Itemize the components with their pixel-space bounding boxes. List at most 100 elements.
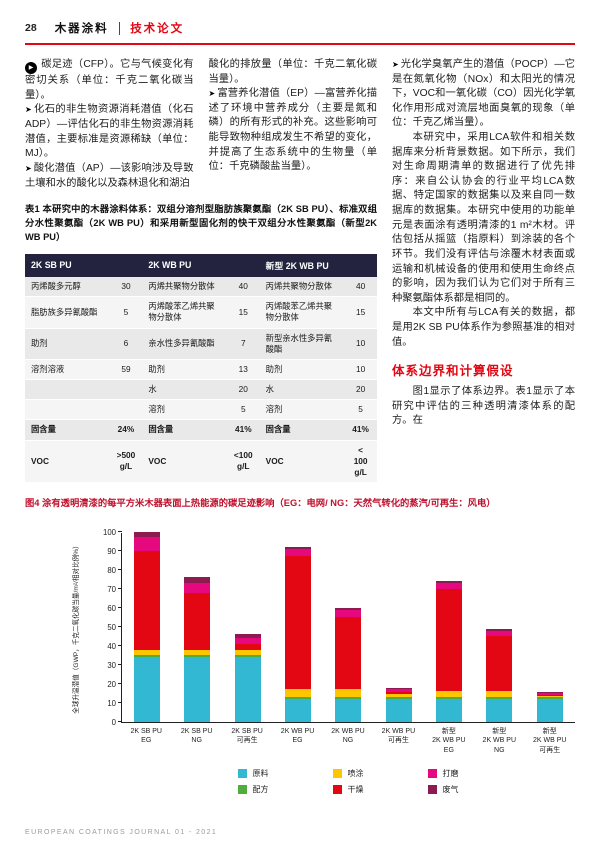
- x-axis-label: 2K WB PU EG: [272, 727, 322, 756]
- table-cell-value: 10: [344, 328, 377, 360]
- y-axis-tick-label: 20: [107, 679, 116, 689]
- table-row: 脂肪族多异氰酸酯 5 丙烯酸苯乙烯共聚物分散体 15 丙烯酸苯乙烯共聚物分散体 15: [25, 296, 377, 329]
- bar-segment-2: [184, 649, 211, 656]
- bars: [122, 531, 575, 722]
- table-row: 固含量 24% 固含量 41% 固含量 41%: [25, 419, 377, 441]
- legend-item: 干燥: [332, 784, 364, 795]
- legend-swatch: [427, 785, 437, 795]
- bar-slot: [122, 531, 172, 722]
- stacked-bar: [436, 581, 463, 722]
- x-axis-label-line: 2K SB PU: [180, 727, 213, 735]
- x-axis-label: 新型 2K WB PU 可再生: [525, 727, 575, 756]
- x-axis-label: 2K SB PU 可再生: [222, 727, 272, 756]
- table-cell-label: [25, 399, 110, 421]
- body-paragraph: ➤ 光化学臭氧产生的潜值（POCP）—它是在氮氧化物（NOx）和太阳光的情况下，V…: [392, 58, 575, 131]
- table-row: 助剂 6 亲水性多异氰酸酯 7 新型亲水性多异氰酸酯 10: [25, 328, 377, 360]
- table-cell-label: 固含量: [259, 419, 345, 441]
- bar-segment-5: [134, 531, 161, 538]
- x-axis-label-line: 2K WB PU: [482, 737, 516, 745]
- formulation-table-body: 丙烯酸多元醇 30 丙烯共聚物分散体 40 丙烯共聚物分散体 40 脂肪族多异氰酸酯 5 丙烯酸…: [25, 276, 377, 484]
- table-cell-label: 丙烯酸苯乙烯共聚物分散体: [142, 296, 227, 329]
- bar-slot: [273, 533, 323, 722]
- table-cell-label: 助剂: [25, 328, 110, 360]
- y-axis-tick-label: 60: [107, 603, 116, 613]
- body-paragraph: 图1显示了体系边界。表1显示了本研究中评估的三种透明清漆体系的配方。在: [392, 385, 575, 429]
- table-cell-value: 7: [226, 328, 260, 360]
- formulation-table: 2K SB PU 2K WB PU 新型 2K WB PU 丙烯酸多元醇 30 丙烯共聚…: [25, 253, 377, 484]
- legend-item: 废气: [427, 784, 459, 795]
- figure-4: 图4 涂有透明清漆的每平方米木器表面上热能源的碳足迹影响（EG：电网/ NG：天…: [25, 497, 575, 795]
- table-cell-value: 20: [226, 379, 260, 401]
- bar-segment-3: [486, 636, 513, 692]
- header-divider: [118, 21, 121, 35]
- text-column-2: 酸化的排放量（单位：千克二氧化碳当量）。 ➤ 富营养化潜值（EP）—富营养化描述了…: [209, 58, 378, 191]
- bar-slot: [474, 533, 524, 722]
- table-cell-label: 新型亲水性多异氰酸酯: [259, 328, 345, 360]
- table-cell-label: 助剂: [259, 359, 345, 381]
- table-cell-label: 丙烯共聚物分散体: [142, 276, 227, 298]
- bar-segment-4: [385, 689, 412, 693]
- table-cell-value: 41%: [226, 419, 260, 441]
- y-axis-tick-label: 70: [107, 584, 116, 594]
- x-axis-label-line: 新型: [542, 727, 557, 735]
- body-paragraph: ➤ 富营养化潜值（EP）—富营养化描述了环境中营养成分（主要是氮和磷）的所有形式的…: [209, 87, 378, 175]
- table-cell-label: [25, 379, 110, 401]
- bar-segment-3: [134, 550, 161, 650]
- bar-segment-2: [285, 689, 312, 697]
- table-cell-value: 6: [109, 328, 143, 360]
- paragraph-text: 酸化潜值（AP）—该影响涉及导致土壤和水的酸化以及森林退化和湖泊: [25, 162, 194, 189]
- y-axis-tick-mark: [118, 644, 122, 646]
- bar-segment-5: [385, 688, 412, 690]
- bar-segment-0: [436, 698, 463, 722]
- y-axis-tick-mark: [118, 663, 122, 665]
- legend-item: 配方: [237, 784, 269, 795]
- table-cell-label: 助剂: [142, 359, 227, 381]
- table-column-header: 2K SB PU: [25, 253, 143, 277]
- chart-legend: 原料 配方 喷涂 干燥 打磨 废气: [121, 768, 575, 795]
- x-axis-label-line: 可再生: [539, 747, 561, 755]
- bar-segment-0: [486, 698, 513, 722]
- x-axis-label-line: EG: [141, 737, 152, 745]
- body-paragraph: 本文中所有与LCA有关的数据，都是用2K SB PU体系作为参照基准的相对值。: [392, 306, 575, 350]
- formulation-table-head-row: 2K SB PU 2K WB PU 新型 2K WB PU: [25, 253, 377, 277]
- y-axis-tick-label: 80: [107, 565, 116, 575]
- bar-segment-4: [134, 537, 161, 551]
- table-cell-label: 丙烯酸苯乙烯共聚物分散体: [259, 296, 345, 329]
- table-cell-value: < 100 g/L: [344, 440, 377, 484]
- bar-slot: [374, 533, 424, 722]
- x-axis-label-line: 2K WB PU: [532, 737, 567, 745]
- page-content: ▶ 碳足迹（CFP）。它与气候变化有密切关系（单位：千克二氧化碳当量）。 ➤ 化石的…: [0, 45, 600, 484]
- bar-segment-1: [335, 696, 362, 699]
- bar-segment-2: [486, 691, 513, 697]
- bar-segment-3: [385, 692, 412, 695]
- legend-label: 原料: [252, 769, 269, 779]
- table-cell-value: 30: [109, 276, 143, 298]
- y-axis-tick-mark: [118, 720, 122, 722]
- table-row: 溶剂 5 溶剂 5: [25, 399, 377, 421]
- x-axis-label-line: NG: [191, 737, 202, 745]
- x-axis-label: 2K WB PU 可再生: [373, 727, 423, 756]
- text-columns: ▶ 碳足迹（CFP）。它与气候变化有密切关系（单位：千克二氧化碳当量）。 ➤ 化石的…: [25, 58, 377, 191]
- table-row: VOC >500 g/L VOC <100 g/L VOC < 100 g/L: [25, 440, 377, 484]
- table-cell-value: 40: [226, 276, 260, 298]
- bar-segment-2: [385, 694, 412, 697]
- stacked-bar-chart: 全球升温潜值（GWP，千克二氧化碳当量/m²/相对比例%） 0 10 20 30 40 5…: [25, 528, 575, 795]
- x-axis-label: 新型 2K WB PU NG: [474, 727, 524, 756]
- y-axis-tick-mark: [118, 530, 122, 532]
- x-axis-label-line: 2K SB PU: [130, 727, 162, 735]
- continued-arrow-icon: ▶: [25, 62, 37, 75]
- table-cell-label: VOC: [259, 440, 345, 484]
- stacked-bar: [536, 692, 563, 722]
- bar-segment-3: [436, 588, 463, 692]
- page-header: 28 木器涂料 技术论文: [0, 0, 600, 43]
- bar-segment-4: [486, 630, 513, 637]
- x-axis-label: 2K SB PU EG: [121, 727, 171, 756]
- table-cell-value: 20: [344, 379, 377, 401]
- journal-footer: EUROPEAN COATINGS JOURNAL 01 - 2021: [25, 829, 218, 836]
- y-axis-tick-mark: [118, 625, 122, 627]
- bar-segment-3: [285, 556, 312, 690]
- text-column-1: ▶ 碳足迹（CFP）。它与气候变化有密切关系（单位：千克二氧化碳当量）。 ➤ 化石的…: [25, 58, 194, 191]
- table-cell-label: 固含量: [142, 419, 227, 441]
- x-axis-label-line: NG: [494, 747, 505, 755]
- table-cell-label: 溶剂溶液: [25, 359, 110, 381]
